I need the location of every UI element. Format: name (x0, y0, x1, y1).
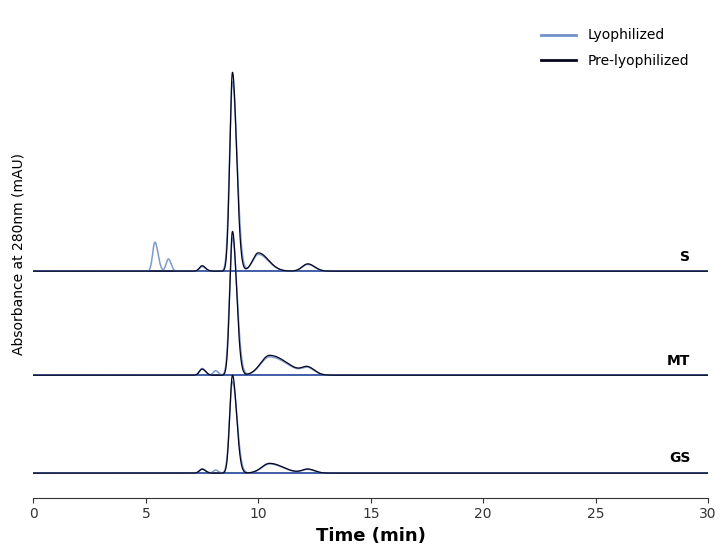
Text: MT: MT (667, 354, 690, 368)
Text: S: S (680, 250, 690, 264)
Y-axis label: Absorbance at 280nm (mAU): Absorbance at 280nm (mAU) (11, 153, 25, 355)
X-axis label: Time (min): Time (min) (316, 527, 426, 545)
Text: GS: GS (669, 451, 690, 465)
Legend: Lyophilized, Pre-lyophilized: Lyophilized, Pre-lyophilized (536, 23, 695, 73)
